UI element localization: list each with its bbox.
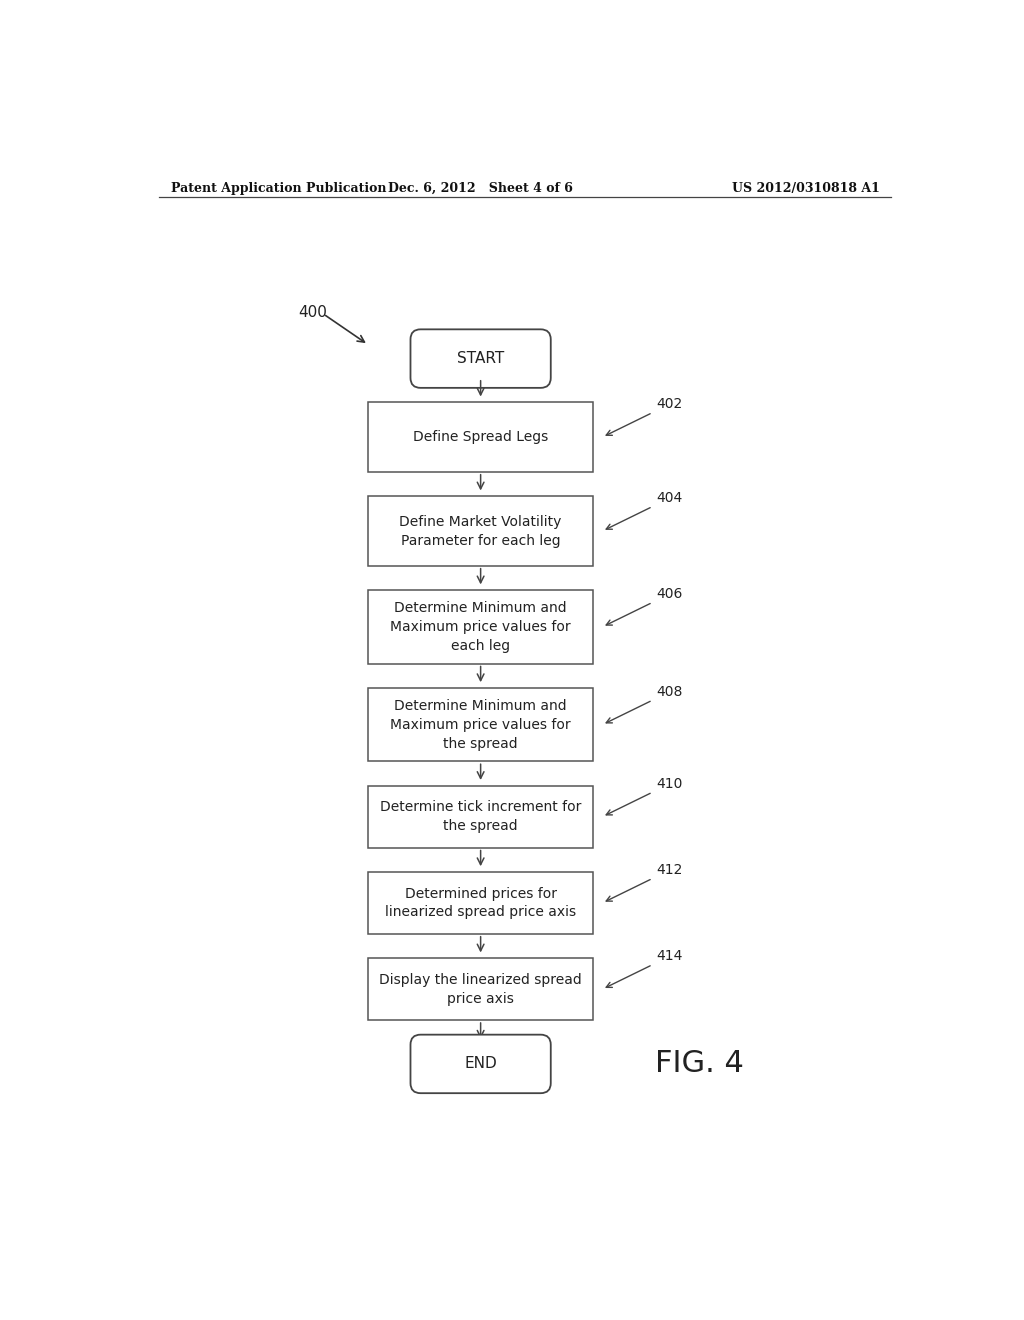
Text: END: END xyxy=(464,1056,497,1072)
Text: 410: 410 xyxy=(656,776,683,791)
Text: 412: 412 xyxy=(656,863,683,876)
FancyBboxPatch shape xyxy=(369,958,593,1020)
FancyBboxPatch shape xyxy=(369,496,593,566)
FancyBboxPatch shape xyxy=(369,873,593,933)
Text: 402: 402 xyxy=(656,397,683,411)
FancyBboxPatch shape xyxy=(369,785,593,847)
Text: Determined prices for
linearized spread price axis: Determined prices for linearized spread … xyxy=(385,887,577,920)
Text: 414: 414 xyxy=(656,949,683,964)
Text: Define Spread Legs: Define Spread Legs xyxy=(413,430,548,444)
Text: 408: 408 xyxy=(656,685,683,698)
Text: Dec. 6, 2012   Sheet 4 of 6: Dec. 6, 2012 Sheet 4 of 6 xyxy=(388,182,573,194)
Text: Determine tick increment for
the spread: Determine tick increment for the spread xyxy=(380,800,582,833)
Text: Define Market Volatility
Parameter for each leg: Define Market Volatility Parameter for e… xyxy=(399,515,562,548)
FancyBboxPatch shape xyxy=(369,403,593,471)
Text: START: START xyxy=(457,351,504,366)
Text: Determine Minimum and
Maximum price values for
each leg: Determine Minimum and Maximum price valu… xyxy=(390,601,571,653)
Text: 406: 406 xyxy=(656,587,683,601)
Text: Display the linearized spread
price axis: Display the linearized spread price axis xyxy=(379,973,582,1006)
FancyBboxPatch shape xyxy=(369,590,593,664)
Text: 404: 404 xyxy=(656,491,683,506)
FancyBboxPatch shape xyxy=(411,1035,551,1093)
FancyBboxPatch shape xyxy=(369,688,593,762)
Text: US 2012/0310818 A1: US 2012/0310818 A1 xyxy=(732,182,880,194)
Text: FIG. 4: FIG. 4 xyxy=(655,1049,743,1078)
Text: 400: 400 xyxy=(299,305,328,319)
FancyBboxPatch shape xyxy=(411,330,551,388)
Text: Determine Minimum and
Maximum price values for
the spread: Determine Minimum and Maximum price valu… xyxy=(390,698,571,751)
Text: Patent Application Publication: Patent Application Publication xyxy=(171,182,386,194)
